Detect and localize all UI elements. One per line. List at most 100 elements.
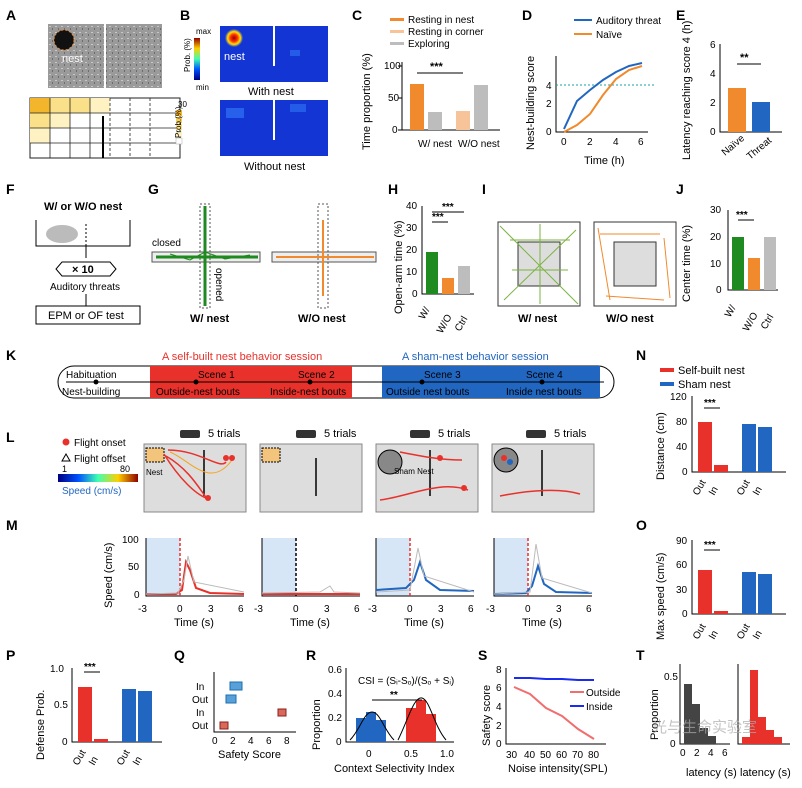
cat-j-0: W/ (723, 303, 739, 319)
xtick-m2-a: -3 (254, 604, 263, 615)
ytick-h-40: 40 (406, 201, 418, 212)
xtick-t-2: 2 (694, 748, 700, 759)
ytick-n-0: 0 (682, 467, 688, 478)
ycat-q-1: Out (192, 695, 208, 706)
panel-b: nest With nest Without nest max min Prob… (183, 26, 328, 173)
ytick-m-100: 100 (122, 535, 139, 546)
ytick-n-120: 120 (670, 392, 687, 403)
box-q-2 (277, 708, 287, 717)
k-s1: Scene 1 (198, 370, 235, 381)
ytick-d-2: 2 (546, 99, 552, 110)
xtick-q-6: 6 (266, 736, 272, 747)
cat-n-3: In (751, 485, 765, 498)
xtick-m3-c: 3 (438, 604, 444, 615)
bar-p-2 (122, 689, 136, 742)
panel-letter-p: P (6, 647, 15, 663)
l-scene-3: Sham Nest 5 trials (375, 428, 479, 513)
bar-t-g2 (700, 728, 708, 744)
xtick-r-05: 0.5 (404, 749, 418, 760)
panel-letter-h: H (388, 181, 398, 197)
xtick-s-30: 30 (506, 750, 518, 761)
l-cb-label: Speed (cm/s) (62, 486, 121, 497)
panel-letter-o: O (636, 517, 647, 533)
panel-m: Speed (cm/s) 100 50 0 -3 0 3 6 Time (s) … (103, 535, 593, 629)
bar-e-naive (728, 88, 746, 132)
l-cb-min: 1 (62, 464, 67, 474)
sig-h2: *** (442, 202, 454, 213)
legend-n-1: Sham nest (678, 379, 731, 391)
ytick-c-50: 50 (388, 93, 400, 104)
panel-letter-e: E (676, 7, 685, 23)
ylabel-r: Proportion (311, 699, 323, 750)
m-scene-1: -3 0 3 6 Time (s) (138, 538, 245, 629)
ytick-m-50: 50 (128, 562, 140, 573)
k-hab: Habituation (66, 370, 117, 381)
ytick-c-100: 100 (384, 61, 401, 72)
panel-l: Flight onset Flight offset 1 80 Speed (c… (58, 428, 595, 513)
bar-c-w-explore (428, 112, 442, 130)
bar-t-g1 (692, 704, 700, 744)
cat-h-2: Ctrl (453, 315, 470, 334)
bar-c-w-nest (410, 84, 424, 130)
xlabel-m4: Time (s) (522, 617, 562, 629)
arena-photo-right (106, 24, 162, 88)
legend-n-0: Self-built nest (678, 365, 745, 377)
bar-r-b2 (376, 720, 386, 742)
panel-i: W/ nest W/O nest (497, 221, 677, 325)
box-q-3 (219, 721, 229, 730)
xtick-r-0: 0 (366, 749, 372, 760)
l-trials-2: 5 trials (324, 428, 357, 440)
cat-p-1: In (87, 755, 101, 768)
xtick-m2-b: 0 (293, 604, 299, 615)
ylabel-c: Time proportion (%) (361, 53, 373, 150)
xtick-m1-c: 3 (208, 604, 214, 615)
cat-e-1: Threat (745, 135, 774, 162)
xtick-t-4: 4 (708, 748, 714, 759)
xtick-m4-c: 3 (556, 604, 562, 615)
cb-label: Prob. (%) (183, 38, 192, 72)
bar-n-3 (758, 427, 772, 472)
panel-letter-s: S (478, 647, 487, 663)
xtick-m3-b: 0 (407, 604, 413, 615)
cb-min: min (196, 83, 209, 92)
bar-o-3 (758, 574, 772, 614)
xtick-d-2: 2 (587, 137, 593, 148)
bar-t-r2 (758, 717, 766, 744)
ylabel-j: Center time (%) (681, 225, 693, 302)
ytick-e-0: 0 (710, 127, 716, 138)
prob-label: Prob.(%) (174, 106, 183, 138)
bar-r-r1 (416, 700, 426, 742)
ylabel-h: Open-arm time (%) (393, 220, 405, 314)
occupancy-grid (29, 97, 181, 159)
bar-c-wo-explore (474, 85, 488, 130)
ycat-q-2: In (196, 708, 204, 719)
xtick-m3-d: 6 (468, 604, 474, 615)
panel-letter-n: N (636, 347, 646, 363)
ytick-r-02: 0.2 (328, 713, 342, 724)
bar-p-0 (78, 687, 92, 742)
legend-d-1: Naïve (596, 30, 623, 41)
xtick-m2-c: 3 (324, 604, 330, 615)
ytick-j-30: 30 (710, 205, 722, 216)
bar-e-threat (752, 102, 770, 132)
legend-c-1: Resting in corner (408, 27, 484, 38)
bar-h-ctrl (458, 266, 470, 294)
ytick-o-30: 30 (676, 585, 688, 596)
panel-letter-q: Q (174, 647, 185, 663)
f-times: × 10 (72, 264, 94, 276)
legend-s-0: Outside (586, 688, 621, 699)
k-nb: Nest-building (62, 387, 120, 398)
l-scene-4: 5 trials (491, 428, 595, 513)
ytick-s-0: 0 (496, 739, 502, 750)
bar-j-w (732, 237, 744, 290)
cat-o-2: Out (735, 622, 753, 642)
xtick-q-0: 0 (212, 736, 218, 747)
xtick-d-6: 6 (638, 137, 644, 148)
bar-t-g3 (708, 736, 716, 744)
k-s3: Scene 3 (424, 370, 461, 381)
ycat-q-3: Out (192, 721, 208, 732)
panel-g: closed opened W/ nest W/O nest (151, 203, 377, 325)
ytick-r-04: 0.4 (328, 689, 342, 700)
l-trials-3: 5 trials (438, 428, 471, 440)
bar-h-wo (442, 278, 454, 294)
